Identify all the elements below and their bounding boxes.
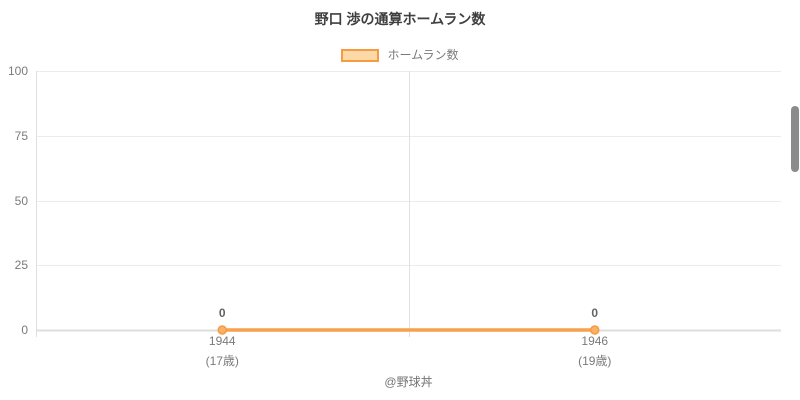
x-tick-year: 1944 [208, 334, 236, 348]
x-tick-label: 1944 (17歳) [162, 331, 282, 371]
legend-swatch [341, 49, 380, 62]
y-tick-label: 25 [14, 258, 28, 273]
y-tick-label: 0 [21, 323, 28, 337]
x-tick-age: (17歳) [205, 354, 239, 368]
y-tick-label: 100 [7, 64, 28, 78]
x-tick-label: 1946 (19歳) [535, 331, 655, 371]
x-tick-age: (19歳) [578, 354, 612, 368]
data-point[interactable] [590, 325, 600, 335]
y-tick-label: 75 [14, 128, 28, 143]
chart-title: 野口 渉の通算ホームラン数 [314, 11, 486, 27]
x-tick-year: 1946 [581, 334, 609, 348]
scrollbar-thumb[interactable] [791, 106, 799, 172]
chart-legend[interactable]: ホームラン数 [0, 49, 800, 62]
credit-text: @野球丼 [384, 375, 433, 389]
y-tick-label: 50 [14, 193, 28, 208]
data-value-label: 0 [591, 306, 599, 320]
data-value-label: 0 [218, 306, 226, 320]
data-point[interactable] [217, 325, 227, 335]
legend-label: ホームラン数 [387, 48, 459, 62]
